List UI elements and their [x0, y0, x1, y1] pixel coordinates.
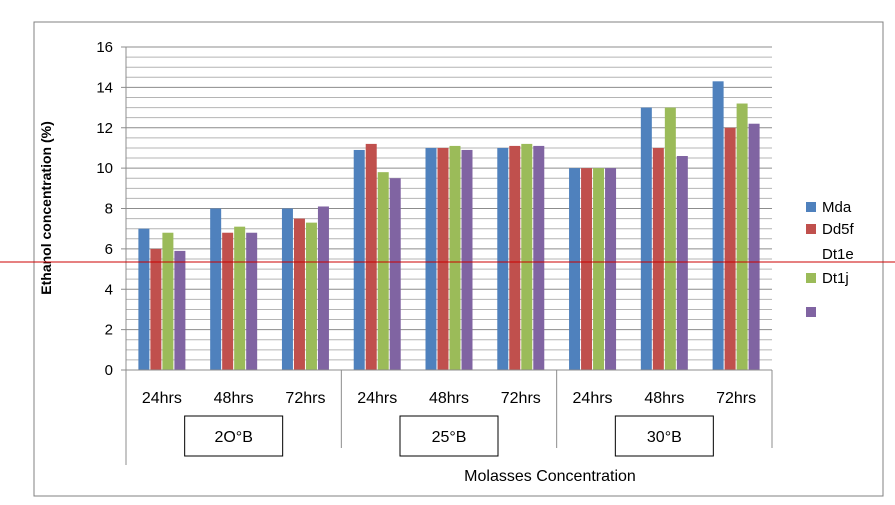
group-label: 30°B — [647, 429, 682, 446]
bar-dd5f — [509, 145, 521, 370]
bar-dd5f — [581, 168, 593, 370]
bar-mda — [712, 81, 724, 370]
group-label: 2O°B — [214, 429, 252, 446]
bar-dt1e — [234, 226, 246, 370]
x-category-label: 24hrs — [573, 390, 613, 407]
bar-mda — [425, 147, 437, 370]
bar-dd5f — [437, 147, 449, 370]
bar-dt1e — [664, 107, 676, 370]
legend-label: Dd5f — [822, 221, 855, 238]
bar-mda — [138, 228, 150, 370]
x-category-label: 24hrs — [357, 390, 397, 407]
x-category-label: 72hrs — [716, 390, 756, 407]
legend-swatch — [806, 224, 816, 234]
y-tick-label: 16 — [96, 39, 113, 56]
x-category-label: 48hrs — [429, 390, 469, 407]
legend-swatch — [806, 273, 816, 283]
bar-dt1j — [605, 168, 617, 370]
legend: Mda Dd5f Dt1e Dt1j — [806, 199, 855, 317]
bar-dt1e — [593, 168, 605, 370]
group-label-box — [614, 415, 714, 457]
bar-dd5f — [222, 232, 234, 370]
y-tick-label: 6 — [105, 241, 113, 258]
x-category-label: 24hrs — [142, 390, 182, 407]
bar-dt1e — [736, 103, 748, 371]
group-label: 25°B — [432, 429, 467, 446]
bar-dd5f — [652, 147, 664, 370]
bar-dt1j — [748, 123, 760, 371]
y-tick-label: 4 — [105, 281, 113, 298]
gridlines — [126, 46, 772, 361]
legend-label: Mda — [822, 199, 852, 216]
bar-mda — [281, 208, 293, 370]
bar-mda — [640, 107, 652, 370]
y-tick-label: 0 — [105, 362, 113, 379]
x-category-label: 48hrs — [644, 390, 684, 407]
bar-dd5f — [293, 218, 305, 370]
bar-dt1j — [317, 206, 329, 370]
bar-dt1j — [676, 156, 688, 370]
bar-dd5f — [150, 248, 162, 370]
y-tick-label: 12 — [96, 120, 113, 137]
axes — [125, 47, 772, 465]
y-axis-title: Ethanol concentration (%) — [38, 121, 54, 294]
y-tick-labels: 0 2 4 6 8 10 12 14 16 — [96, 39, 126, 379]
group-label-box — [184, 415, 284, 457]
x-category-labels: 24hrs 48hrs 72hrs 24hrs 48hrs 72hrs 24hrs 48hrs… — [142, 390, 756, 407]
bar-dt1j — [461, 149, 473, 370]
bar-dt1e — [377, 172, 389, 370]
bar-dt1j — [533, 145, 545, 370]
y-tick-label: 10 — [96, 160, 113, 177]
bar-mda — [353, 149, 365, 370]
legend-label: Dt1j — [822, 270, 849, 287]
legend-label: Dt1e — [822, 246, 854, 263]
x-category-label: 48hrs — [214, 390, 254, 407]
legend-swatch — [806, 307, 816, 317]
group-label-box — [399, 415, 499, 457]
x-category-label: 72hrs — [285, 390, 325, 407]
y-tick-label: 14 — [96, 79, 113, 96]
bar-dt1e — [521, 143, 533, 370]
bar-mda — [497, 147, 509, 370]
legend-swatch — [806, 202, 816, 212]
bar-dt1e — [449, 145, 461, 370]
bar-mda — [569, 168, 581, 370]
group-labels: 2O°B 25°B 30°B — [184, 370, 773, 457]
y-tick-label: 8 — [105, 201, 113, 218]
bar-dd5f — [724, 127, 736, 370]
bar-dt1e — [305, 222, 317, 370]
x-category-label: 72hrs — [501, 390, 541, 407]
bar-dt1j — [389, 178, 401, 370]
y-tick-label: 2 — [105, 322, 113, 339]
x-axis-title: Molasses Concentration — [464, 468, 636, 485]
bar-dt1j — [246, 232, 258, 370]
bar-dd5f — [365, 143, 377, 370]
bars — [138, 81, 760, 371]
bar-dt1j — [174, 250, 186, 370]
bar-mda — [210, 208, 222, 370]
bar-dt1e — [162, 232, 174, 370]
